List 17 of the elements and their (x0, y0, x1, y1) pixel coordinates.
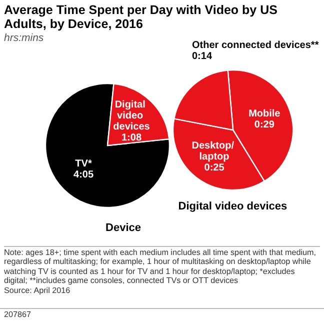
data-label: 0:14 (192, 51, 212, 62)
chart-subtitle: hrs:mins (4, 32, 44, 44)
slice-label: Desktop/ laptop (192, 140, 237, 163)
data-label: 0:25 (204, 162, 225, 174)
data-label: 1:08 (121, 132, 142, 144)
slice-label: Other connected devices** (192, 40, 319, 51)
slice-label: Digital video devices (113, 99, 150, 132)
slice-label: TV* (75, 158, 92, 170)
text: 207867 (0, 308, 324, 321)
data-label: 0:29 (254, 120, 275, 131)
text: Note: ages 18+; time spent with each medium includes all time spent with that medium, regardless of multitasking; for example, 1 hour of multitasking on desktop/laptop while watching TV is counted as 1 hour for TV and 1 hour for desktop/laptop; *excludes digital; **includes game consoles, connected TVs or OTT devices (4, 248, 317, 286)
data-label: 4:05 (73, 170, 94, 181)
text: Device (106, 222, 141, 234)
chart-title: Average Time Spent per Day with Video by US Adults, by Device, 2016 (4, 3, 278, 31)
source-note: Source: April 2016 (4, 286, 72, 296)
slice-label: Mobile (248, 108, 281, 120)
text: Digital video devices (178, 200, 288, 212)
